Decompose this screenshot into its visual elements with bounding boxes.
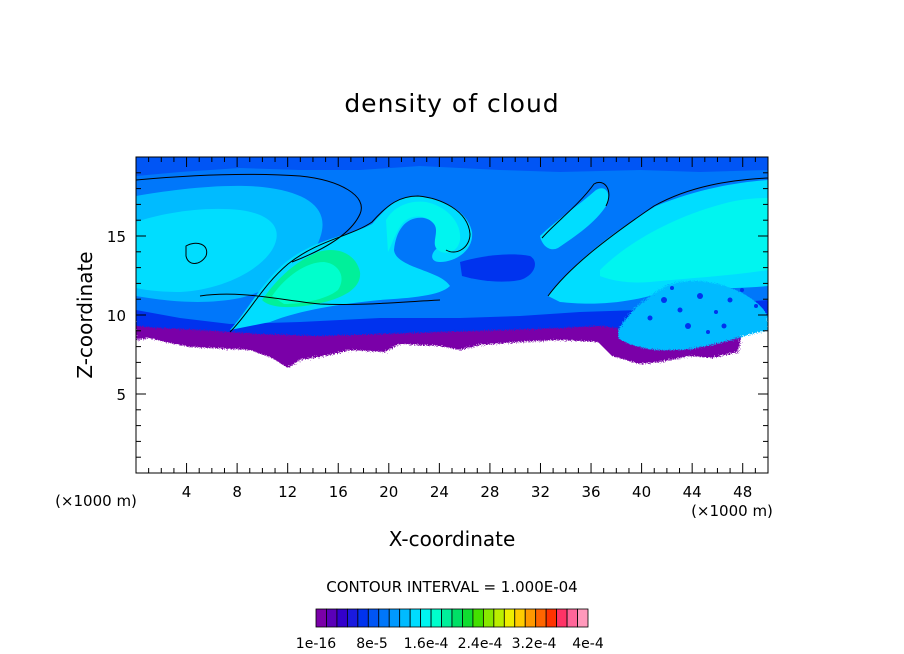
contour-lines: [136, 173, 768, 333]
cloud-region-top: [136, 157, 768, 176]
colorbar-swatch: [451, 608, 463, 628]
colorbar-swatch: [420, 608, 432, 628]
colorbar: [315, 608, 589, 628]
contour-line-plume: [229, 195, 471, 333]
colorbar-swatch: [346, 608, 359, 628]
y-axis-label: Z-coordinate: [73, 251, 97, 378]
contour-line-right: [547, 177, 768, 297]
x-tick-label: 32: [531, 483, 550, 501]
colorbar-swatch: [535, 608, 547, 628]
contour-line-left-loop: [185, 242, 208, 264]
colorbar-swatch: [482, 608, 495, 628]
colorbar-label: 1e-16: [296, 636, 336, 652]
colorbar-swatch: [441, 608, 453, 628]
colorbar-swatch: [430, 608, 442, 628]
contour-interval-label: CONTOUR INTERVAL = 1.000E-04: [326, 578, 577, 596]
x-tick-label: 24: [430, 483, 449, 501]
colorbar-label: 8e-5: [356, 636, 387, 652]
y-tick-label: 10: [107, 307, 126, 325]
colorbar-swatch: [566, 608, 578, 628]
colorbar-labels: 1e-16 8e-5 1.6e-4 2.4e-4 3.2e-4 4e-4: [296, 636, 604, 652]
x-tick-label: 16: [329, 483, 348, 501]
colorbar-swatch: [315, 608, 327, 628]
colorbar-swatch: [493, 608, 505, 628]
colorbar-swatch: [462, 608, 474, 628]
contour-line-top: [136, 173, 362, 263]
colorbar-label: 3.2e-4: [512, 636, 557, 652]
x-tick-label: 4: [182, 483, 192, 501]
x-axis: 4 8 12 16 20 24 28 32 36 40 44 48: [148, 157, 756, 501]
y-tick-label: 5: [116, 386, 126, 404]
colorbar-swatch: [514, 608, 526, 628]
x-tick-label: 36: [581, 483, 600, 501]
cloud-region-right-hook: [540, 188, 609, 250]
turbulent-cells: [647, 286, 758, 334]
y-axis: 5 10 15: [107, 172, 768, 458]
colorbar-swatch: [388, 608, 401, 628]
contour-line-right-hook: [541, 182, 610, 239]
x-tick-label: 40: [632, 483, 651, 501]
colorbar-swatch: [503, 608, 516, 628]
x-tick-label: 28: [480, 483, 499, 501]
x-tick-label: 48: [733, 483, 752, 501]
colorbar-label: 1.6e-4: [404, 636, 449, 652]
colorbar-swatch: [399, 608, 411, 628]
colorbar-swatch: [357, 608, 369, 628]
cloud-region-plume-lightgreen: [272, 262, 342, 304]
cloud-region-dark-core: [460, 254, 535, 282]
contour-field: [136, 157, 768, 368]
colorbar-swatch: [577, 608, 589, 628]
cloud-region-right-aqua: [600, 198, 768, 283]
x-axis-label: X-coordinate: [389, 527, 516, 551]
colorbar-label: 2.4e-4: [458, 636, 503, 652]
colorbar-swatch: [556, 608, 568, 628]
colorbar-swatch: [326, 608, 338, 628]
colorbar-swatch: [524, 608, 537, 628]
colorbar-swatch: [378, 608, 390, 628]
x-tick-label: 44: [683, 483, 702, 501]
colorbar-swatch: [409, 608, 422, 628]
x-unit-right: (×1000 m): [691, 502, 773, 520]
y-tick-label: 15: [107, 228, 126, 246]
colorbar-swatch: [367, 608, 380, 628]
colorbar-swatch: [545, 608, 558, 628]
x-tick-label: 20: [379, 483, 398, 501]
x-tick-label: 12: [278, 483, 297, 501]
chart-title: density of cloud: [344, 89, 559, 118]
cloud-region-hook: [386, 201, 461, 253]
colorbar-swatch: [336, 608, 348, 628]
colorbar-swatch: [472, 608, 484, 628]
contour-line-lower: [199, 293, 441, 306]
colorbar-label: 4e-4: [572, 636, 604, 652]
x-tick-label: 8: [232, 483, 242, 501]
x-unit-left: (×1000 m): [55, 492, 137, 510]
